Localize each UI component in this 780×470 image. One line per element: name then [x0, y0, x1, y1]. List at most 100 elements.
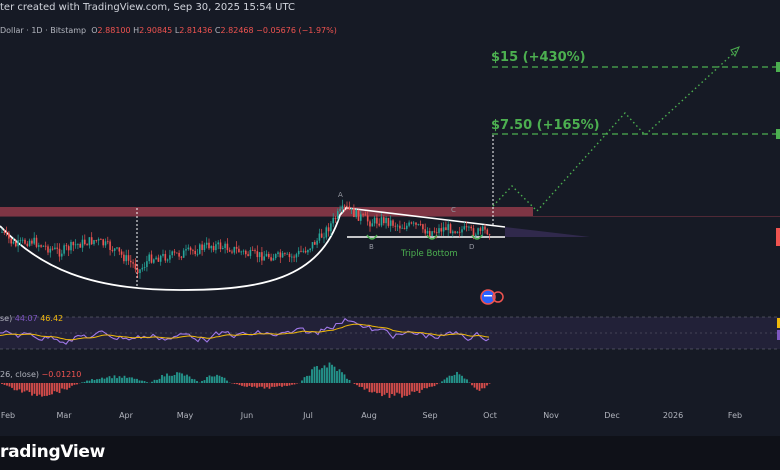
candle [217, 242, 219, 245]
candle [479, 228, 482, 231]
candle [281, 253, 284, 258]
low-label: L [174, 26, 180, 35]
candle [228, 250, 231, 252]
candle [166, 259, 169, 261]
candle [8, 232, 10, 239]
candle [339, 208, 341, 212]
flag-icon-ring [492, 291, 504, 303]
candle [297, 250, 300, 255]
candle [316, 240, 318, 245]
price-chart[interactable]: $15 (+430%) $7.50 (+165%) Triple Bottom … [0, 0, 780, 436]
macd-bar [83, 381, 86, 383]
macd-bar [373, 383, 376, 392]
macd-bar [81, 382, 83, 383]
label-d: D [469, 243, 474, 251]
target-label-low: $7.50 (+165%) [491, 118, 600, 133]
candle [226, 243, 229, 251]
macd-bar [436, 383, 438, 385]
macd-bar [321, 368, 323, 383]
candle [242, 250, 245, 252]
candle [440, 228, 443, 232]
macd-bar [468, 382, 471, 383]
macd-bar [161, 374, 163, 383]
candle [238, 248, 240, 253]
macd-bar [291, 383, 293, 385]
candle [385, 217, 387, 224]
candle [249, 250, 252, 256]
candle [102, 239, 104, 246]
macd-bar [8, 383, 11, 387]
candle [304, 250, 307, 253]
candle [81, 239, 84, 248]
rsi-name[interactable]: se) [0, 314, 13, 323]
macd-bar [428, 383, 431, 387]
candle [210, 246, 213, 249]
macd-bar [76, 383, 78, 385]
macd-bar [13, 383, 16, 391]
candle [187, 247, 190, 250]
candle [325, 227, 328, 238]
candle [364, 214, 367, 216]
candle [67, 246, 70, 251]
candle [387, 217, 390, 226]
macd-bar [341, 372, 343, 383]
macd-bar [141, 380, 143, 383]
macd-bar [23, 383, 26, 392]
macd-bar [196, 380, 198, 383]
candle [389, 220, 392, 226]
candles [1, 199, 491, 279]
candle [74, 244, 77, 246]
candle [141, 267, 144, 270]
candle [348, 206, 351, 210]
macd-bar [208, 375, 211, 383]
macd-bar [46, 383, 48, 396]
candle [157, 257, 160, 262]
macd-bar [101, 377, 103, 383]
label-a: A [338, 191, 343, 199]
macd-bar [261, 383, 263, 387]
candle [203, 244, 206, 251]
x-tick-label: 2026 [663, 411, 683, 420]
candle [373, 217, 376, 224]
candle [215, 244, 217, 251]
candle [47, 246, 49, 253]
candle [360, 214, 362, 221]
macd-bar [108, 376, 111, 383]
candle [136, 269, 139, 274]
candle [293, 256, 295, 258]
candle [189, 247, 192, 251]
macd-bar [126, 377, 128, 383]
macd-bar [36, 383, 38, 396]
macd-bar [363, 383, 366, 390]
macd-bar [406, 383, 408, 397]
candle [481, 226, 484, 231]
candle [5, 231, 8, 233]
symbol-name[interactable]: Dollar · 1D · Bitstamp [0, 26, 87, 35]
macd-bar [16, 383, 18, 391]
rsi-value: 44.07 [14, 314, 38, 323]
macd-bar [31, 383, 33, 396]
candle [396, 225, 399, 227]
x-tick-label: Mar [56, 411, 72, 420]
candle [107, 241, 109, 243]
macd-bar [48, 383, 51, 396]
candle [341, 205, 344, 209]
macd-bar [156, 379, 158, 383]
macd-bar [318, 369, 321, 383]
macd-bar [113, 375, 116, 383]
candle [49, 248, 52, 253]
macd-bar [193, 379, 196, 383]
macd-bar [3, 383, 6, 385]
macd-name[interactable]: 26, close) [0, 370, 39, 379]
macd-bar [403, 383, 406, 396]
candle [445, 227, 447, 231]
candle [268, 253, 270, 258]
candle [130, 260, 132, 263]
macd-bar [106, 377, 108, 383]
macd-bar [326, 367, 328, 383]
flag-icon[interactable] [480, 289, 496, 305]
macd-bar [73, 383, 76, 385]
high-label: H [133, 26, 140, 35]
candle [63, 245, 65, 254]
candle [410, 222, 413, 224]
